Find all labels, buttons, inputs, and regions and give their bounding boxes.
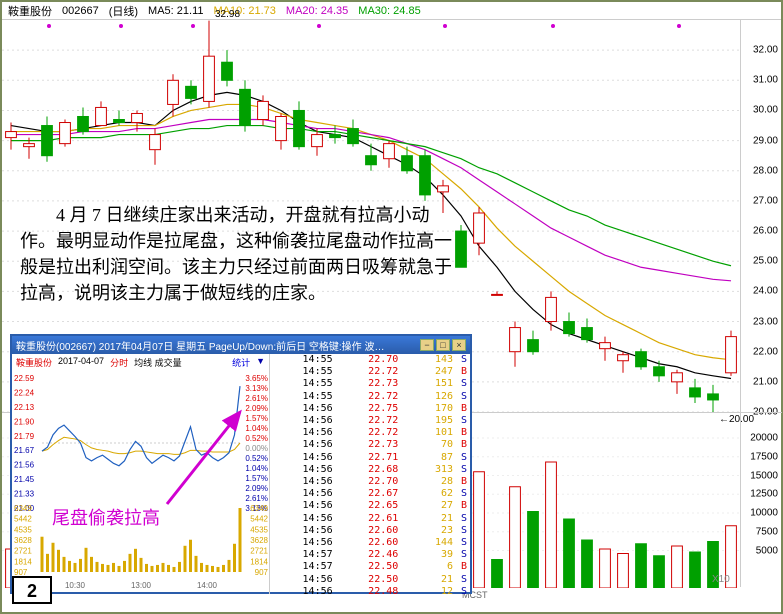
svg-text:21.67: 21.67 xyxy=(14,446,35,455)
tick-row: 14:5622.5021S xyxy=(270,574,470,586)
svg-text:5442: 5442 xyxy=(14,515,32,524)
close-icon[interactable]: × xyxy=(452,339,466,351)
svg-text:22.24: 22.24 xyxy=(14,388,35,397)
svg-text:21.79: 21.79 xyxy=(14,432,35,441)
tick-row: 14:5622.7187S xyxy=(270,452,470,464)
tick-row: 14:5622.7370B xyxy=(270,439,470,451)
svg-text:6349: 6349 xyxy=(250,504,268,513)
chart-header: 鞍重股份 002667 (日线) MA5: 21.11 MA10: 21.73 … xyxy=(2,2,781,20)
tick-row: 14:5722.506B xyxy=(270,561,470,573)
tick-row: 14:5622.6121S xyxy=(270,513,470,525)
svg-text:13:00: 13:00 xyxy=(131,581,152,590)
svg-text:2.61%: 2.61% xyxy=(245,394,268,403)
tick-row: 14:5522.73151S xyxy=(270,378,470,390)
svg-text:21.33: 21.33 xyxy=(14,490,35,499)
maximize-icon[interactable]: □ xyxy=(436,339,450,351)
tick-row: 14:5622.6527B xyxy=(270,500,470,512)
period-label: (日线) xyxy=(109,3,138,19)
svg-text:5442: 5442 xyxy=(250,515,268,524)
intraday-chart[interactable]: 鞍重股份 2017-04-07 分时 均线 成交量 统计 ▼ 22.5922.2… xyxy=(12,354,270,594)
arrow-icon xyxy=(162,404,252,514)
tick-row: 14:5622.72195S xyxy=(270,415,470,427)
annotation-text: 4 月 7 日继续庄家出来活动，开盘就有拉高小动作。最明显动作是拉尾盘，这种偷袭… xyxy=(16,198,464,310)
tick-row: 14:5622.7028B xyxy=(270,476,470,488)
tick-row: 14:5722.4639S xyxy=(270,549,470,561)
tick-row: 14:5622.4812S xyxy=(270,586,470,594)
tick-table[interactable]: 14:5522.70143S14:5522.72247B14:5522.7315… xyxy=(270,354,470,594)
svg-text:21.56: 21.56 xyxy=(14,461,35,470)
svg-text:3628: 3628 xyxy=(14,536,32,545)
svg-text:907: 907 xyxy=(255,568,269,577)
volume-axis: 500075001000012500150001750020000 xyxy=(740,412,782,587)
inset-title: 鞍重股份(002667) 2017年04月07日 星期五 PageUp/Down… xyxy=(16,338,384,353)
svg-text:10:30: 10:30 xyxy=(65,581,86,590)
ma5-label: MA5: 21.11 xyxy=(148,5,203,17)
inset-annotation-text: 尾盘偷袭拉高 xyxy=(52,504,160,530)
svg-text:21.90: 21.90 xyxy=(14,417,35,426)
tick-row: 14:5622.6762S xyxy=(270,488,470,500)
intraday-inset-window: 鞍重股份(002667) 2017年04月07日 星期五 PageUp/Down… xyxy=(10,334,472,594)
chart-frame: 鞍重股份 002667 (日线) MA5: 21.11 MA10: 21.73 … xyxy=(0,0,783,614)
tick-row: 14:5622.72101B xyxy=(270,427,470,439)
tick-row: 14:5522.72247B xyxy=(270,366,470,378)
svg-text:6349: 6349 xyxy=(14,504,32,513)
svg-text:3.65%: 3.65% xyxy=(245,374,268,383)
tick-row: 14:5622.68313S xyxy=(270,464,470,476)
svg-text:21.45: 21.45 xyxy=(14,475,35,484)
minimize-icon[interactable]: − xyxy=(420,339,434,351)
tick-row: 14:5522.70143S xyxy=(270,354,470,366)
svg-text:X10: X10 xyxy=(712,574,730,585)
ma30-label: MA30: 24.85 xyxy=(358,5,420,17)
page-number: 2 xyxy=(12,576,52,604)
ma20-label: MA20: 24.35 xyxy=(286,5,348,17)
svg-text:4535: 4535 xyxy=(14,525,32,534)
svg-text:4535: 4535 xyxy=(250,525,268,534)
price-axis: 20.0021.0022.0023.0024.0025.0026.0027.00… xyxy=(740,20,782,412)
svg-text:22.59: 22.59 xyxy=(14,374,35,383)
svg-text:22.13: 22.13 xyxy=(14,403,35,412)
stock-code: 002667 xyxy=(62,5,99,17)
inset-titlebar[interactable]: 鞍重股份(002667) 2017年04月07日 星期五 PageUp/Down… xyxy=(12,336,470,354)
svg-text:14:00: 14:00 xyxy=(197,581,218,590)
high-marker: 32.98 xyxy=(215,9,240,20)
svg-text:3628: 3628 xyxy=(250,536,268,545)
tick-row: 14:5522.72126S xyxy=(270,391,470,403)
svg-text:1814: 1814 xyxy=(250,557,268,566)
low-marker: ←20.00 xyxy=(719,414,754,425)
tick-row: 14:5622.6023S xyxy=(270,525,470,537)
svg-text:2721: 2721 xyxy=(250,547,268,556)
stock-name: 鞍重股份 xyxy=(8,3,52,19)
svg-text:3.13%: 3.13% xyxy=(245,384,268,393)
tick-row: 14:5622.60144S xyxy=(270,537,470,549)
tick-row: 14:5622.75170B xyxy=(270,403,470,415)
svg-text:2721: 2721 xyxy=(14,547,32,556)
svg-text:1814: 1814 xyxy=(14,557,32,566)
